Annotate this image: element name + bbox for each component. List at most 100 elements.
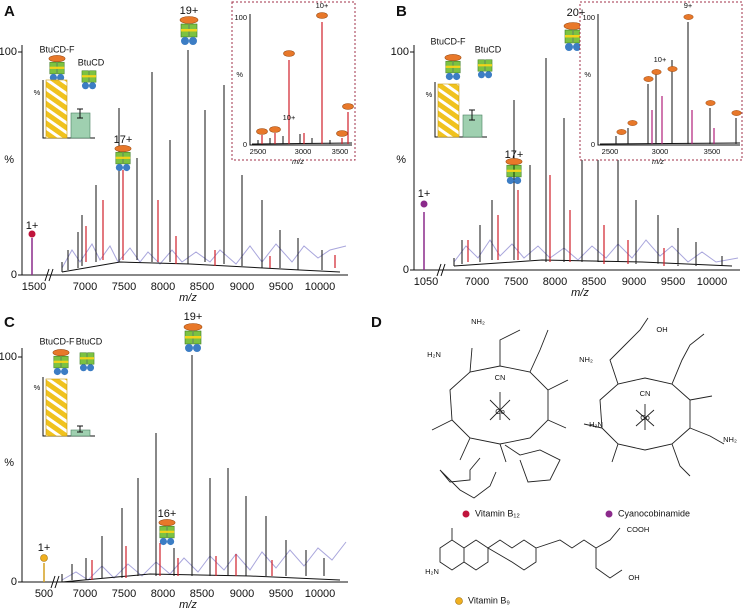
- legend-label: BtuCD: [475, 44, 502, 54]
- x-tick-label: 7000: [73, 281, 97, 293]
- spectrum-trace: [61, 243, 347, 269]
- charge-label: 16+: [158, 508, 177, 520]
- atom-label: OH: [656, 325, 667, 334]
- charge-label: 19+: [180, 5, 199, 17]
- y-axis-label: %: [396, 154, 406, 166]
- path: [489, 392, 511, 421]
- x-tick-label: 8500: [190, 281, 214, 293]
- spectrum-peaks: [61, 355, 341, 583]
- bar-axis-label: %: [34, 383, 41, 392]
- axis-break: [436, 263, 446, 277]
- path: [635, 404, 655, 430]
- icon: [316, 12, 328, 19]
- x-tick-label: 9500: [269, 281, 293, 293]
- icon: [651, 69, 662, 75]
- inset-y-label: %: [236, 70, 243, 79]
- icon: [283, 50, 295, 57]
- spectrum-trace: [61, 541, 347, 581]
- x-tick-label: 1500: [22, 281, 46, 293]
- inset-y-tick: 0: [243, 140, 247, 149]
- path: [487, 527, 623, 579]
- axes: [18, 45, 348, 276]
- panel-c: [18, 323, 348, 589]
- inset-x-tick: 2500: [250, 147, 267, 156]
- icon: [81, 70, 97, 90]
- legend-label: BtuCD: [78, 57, 105, 67]
- atom-label: H₂N: [427, 350, 441, 359]
- spectrum-peaks-free: [85, 170, 336, 268]
- marker: [420, 200, 428, 208]
- bar: [45, 378, 68, 437]
- atom-label: CN: [495, 373, 506, 382]
- spectrum-peaks-free: [91, 543, 273, 580]
- icon: [705, 100, 716, 106]
- x-tick-label: 7500: [112, 281, 136, 293]
- icon: [114, 145, 132, 172]
- x-tick-label: 9500: [661, 276, 685, 288]
- y-axis-label: %: [4, 457, 14, 469]
- x-tick-label: 1050: [414, 276, 438, 288]
- spectrum-peaks: [453, 52, 733, 267]
- atom-label: NH₂: [471, 317, 485, 326]
- atom-label: H₂N: [589, 420, 603, 429]
- marker: [40, 554, 48, 562]
- inset-axes: [249, 14, 352, 146]
- icon: [48, 55, 66, 82]
- icon: [256, 128, 268, 135]
- charge-label: 20+: [567, 7, 586, 19]
- icon: [477, 59, 493, 79]
- x-tick-label: 8000: [151, 588, 175, 600]
- icon: [643, 76, 654, 82]
- bar: [437, 83, 460, 138]
- inset-trace: [251, 134, 353, 145]
- error-bar: [77, 425, 83, 433]
- compound-name: Cyanocobinamide: [618, 508, 690, 518]
- inset-charge-label: 10+: [283, 113, 296, 122]
- x-axis-label: m/z: [179, 292, 197, 304]
- spectrum-peaks-free: [467, 175, 665, 266]
- y-tick-label: 100: [0, 351, 17, 363]
- inset-y-tick: 100: [582, 13, 595, 22]
- structure-b12: [431, 329, 569, 499]
- x-axis-label: m/z: [571, 287, 589, 299]
- charge-label: 19+: [184, 311, 203, 323]
- path: [439, 457, 497, 499]
- x-tick-label: 8000: [151, 281, 175, 293]
- inset-x-label: m/z: [652, 157, 664, 166]
- x-tick-label: 7500: [504, 276, 528, 288]
- x-tick-label: 7000: [73, 588, 97, 600]
- inset-trace: [599, 22, 741, 145]
- structure-b9: [439, 527, 623, 579]
- x-tick-label: 9000: [622, 276, 646, 288]
- structure-cbi: [583, 317, 725, 477]
- x-tick-label: 7500: [112, 588, 136, 600]
- icon: [627, 120, 638, 126]
- inset-y-tick: 0: [591, 140, 595, 149]
- inset-charge-label: 10+: [316, 1, 329, 10]
- panel-label: A: [4, 3, 15, 20]
- x-tick-label: 8500: [190, 588, 214, 600]
- charge-label: 17+: [505, 149, 524, 161]
- compound-name: Vitamin B₁₂: [475, 508, 520, 518]
- atom-label: NH₂: [579, 355, 593, 364]
- icon: [444, 54, 462, 81]
- path: [583, 317, 725, 477]
- atom-label: H₂N: [425, 567, 439, 576]
- charge-label: 1+: [38, 542, 51, 554]
- inset-x-tick: 3500: [332, 147, 349, 156]
- x-tick-label: 8000: [543, 276, 567, 288]
- icon: [158, 519, 176, 546]
- x-tick-label: 10000: [305, 281, 336, 293]
- icon: [616, 129, 627, 135]
- icon: [79, 352, 95, 372]
- spectrum-trace: [453, 239, 739, 263]
- inset-peaks: [651, 96, 715, 144]
- bar-axis-label: %: [426, 90, 433, 99]
- marker: [455, 597, 463, 605]
- x-tick-label: 9500: [269, 588, 293, 600]
- inset-box: [231, 1, 356, 161]
- error-bar: [469, 109, 475, 121]
- atom-label: COOH: [627, 525, 650, 534]
- y-tick-label: 100: [0, 46, 17, 58]
